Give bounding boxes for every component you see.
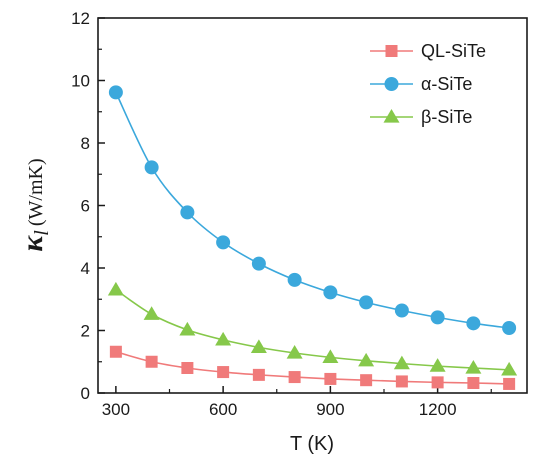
- data-point-circle: [394, 303, 409, 318]
- data-point-triangle: [215, 331, 232, 346]
- series-square: [109, 345, 516, 390]
- data-point-square: [385, 45, 398, 57]
- data-point-triangle: [393, 355, 410, 370]
- data-point-square: [109, 345, 122, 358]
- data-point-triangle: [286, 345, 303, 359]
- data-point-circle: [430, 310, 445, 325]
- data-point-square: [181, 362, 194, 374]
- data-point-triangle: [358, 352, 375, 367]
- data-point-circle: [216, 235, 231, 250]
- x-tick-label: 900: [316, 400, 344, 419]
- data-point-circle: [359, 295, 374, 310]
- data-point-square: [360, 374, 373, 387]
- series-layer: [107, 85, 518, 390]
- data-point-square: [467, 377, 480, 389]
- legend-label: QL-SiTe: [421, 41, 486, 61]
- y-tick-label: 2: [81, 322, 90, 341]
- y-tick-label: 6: [81, 197, 90, 216]
- x-axis-title: T (K): [290, 433, 334, 455]
- y-axis-title: κl (W/mK): [16, 158, 53, 251]
- y-tick-label: 10: [71, 72, 90, 91]
- y-axis-ticks: 0 2 4 6 8 10 12: [71, 9, 105, 403]
- legend-label: α-SiTe: [421, 74, 472, 94]
- series-line: [115, 92, 510, 329]
- data-point-triangle: [322, 349, 339, 363]
- x-tick-label: 1200: [419, 400, 457, 419]
- y-tick-label: 4: [81, 259, 90, 278]
- y-axis-symbol: κ: [16, 235, 49, 252]
- data-point-circle: [251, 256, 266, 271]
- y-axis-subscript: l: [31, 230, 53, 236]
- y-tick-label: 8: [81, 134, 90, 153]
- data-point-circle: [323, 285, 338, 300]
- x-axis-ticks: 300 600 900 1200: [102, 386, 492, 419]
- data-point-circle: [108, 85, 123, 100]
- legend-label: β-SiTe: [421, 107, 472, 127]
- data-point-circle: [287, 272, 302, 287]
- y-axis-unit: (W/mK): [25, 158, 47, 226]
- series-line: [115, 289, 510, 371]
- legend: QL-SiTe α-SiTe β-SiTe: [370, 41, 486, 127]
- data-point-square: [145, 355, 158, 368]
- data-point-triangle: [429, 358, 446, 372]
- data-point-square: [217, 366, 230, 379]
- data-point-circle: [502, 321, 517, 335]
- data-point-triangle: [465, 360, 482, 374]
- data-point-triangle: [107, 281, 124, 296]
- data-point-triangle: [383, 109, 400, 123]
- data-point-triangle: [179, 321, 196, 336]
- series-triangle: [107, 281, 518, 376]
- data-point-square: [288, 371, 301, 384]
- data-point-square: [503, 377, 516, 390]
- data-point-circle: [180, 205, 195, 220]
- x-tick-label: 600: [209, 400, 237, 419]
- data-point-square: [395, 375, 408, 388]
- data-point-square: [252, 368, 265, 381]
- data-point-triangle: [143, 306, 160, 320]
- data-point-square: [431, 376, 444, 389]
- data-point-circle: [144, 160, 159, 175]
- series-line: [115, 350, 510, 385]
- data-point-triangle: [250, 339, 267, 353]
- data-point-triangle: [501, 361, 518, 376]
- data-point-circle: [384, 77, 399, 91]
- data-point-circle: [466, 316, 481, 331]
- series-circle: [108, 85, 517, 335]
- x-tick-label: 300: [102, 400, 130, 419]
- y-tick-label: 12: [71, 9, 90, 28]
- data-point-square: [324, 372, 337, 385]
- y-tick-label: 0: [81, 384, 90, 403]
